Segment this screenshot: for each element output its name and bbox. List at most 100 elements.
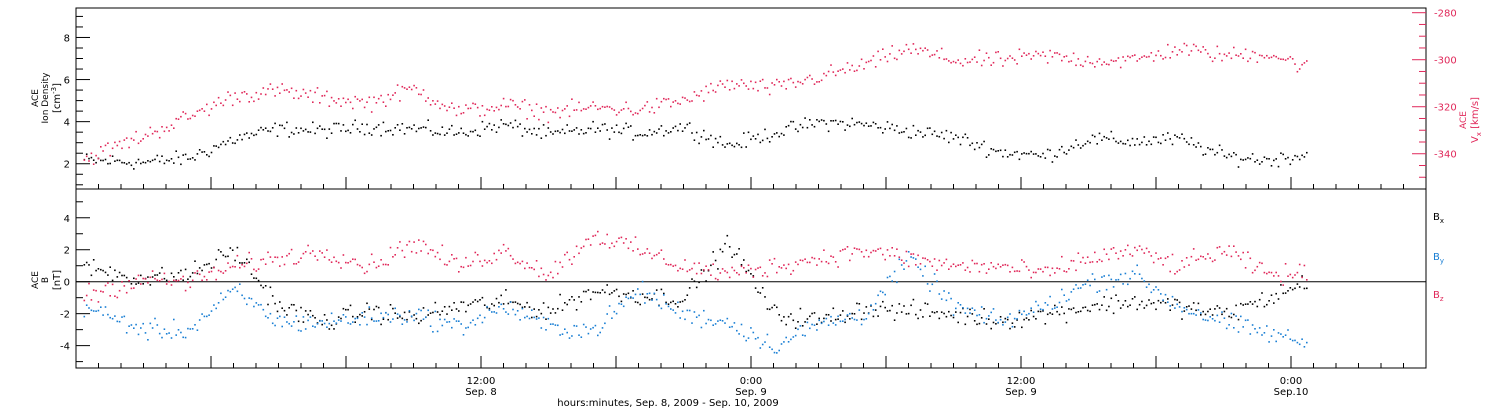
density-point [554, 130, 557, 133]
bz-point [130, 287, 133, 290]
density-point [693, 139, 696, 141]
by-point [1211, 318, 1214, 320]
density-point [627, 126, 630, 128]
by-point [1190, 312, 1193, 315]
bx-point [1124, 300, 1127, 302]
by-point [620, 303, 623, 305]
vx-point [538, 118, 540, 121]
bz-point [973, 262, 976, 265]
bz-point [420, 250, 422, 252]
density-point [884, 128, 886, 130]
by-point [1101, 276, 1103, 278]
bz-point [260, 258, 262, 261]
bx-point [780, 319, 783, 322]
by-point [130, 324, 133, 326]
by-point [257, 304, 260, 306]
vx-point [568, 115, 571, 118]
by-point [377, 320, 380, 322]
by-point [297, 329, 300, 332]
density-point [842, 121, 844, 123]
density-point [973, 148, 976, 151]
density-point [811, 124, 813, 126]
by-point [818, 319, 820, 322]
bx-point [917, 317, 919, 320]
bz-point [630, 241, 632, 243]
vx-point [797, 80, 799, 83]
by-point [144, 332, 147, 334]
density-point [747, 131, 750, 134]
density-point [95, 161, 97, 164]
by-point [874, 302, 877, 305]
by-point [566, 331, 568, 334]
by-point [632, 297, 634, 299]
vx-point [1287, 57, 1289, 60]
density-point [1044, 157, 1047, 159]
by-point [187, 327, 189, 330]
bx-point [248, 261, 250, 264]
bz-point [349, 260, 352, 263]
bz-point [604, 243, 606, 245]
density-point [818, 120, 820, 123]
vx-point [1301, 63, 1303, 66]
vx-point [801, 83, 804, 85]
by-point [526, 315, 528, 318]
vx-point [467, 107, 469, 110]
bz-point [816, 264, 818, 266]
density-point [719, 135, 722, 138]
bx-point [776, 306, 778, 309]
vx-point [462, 112, 465, 114]
by-point [677, 301, 679, 304]
vx-point [832, 71, 835, 73]
bx-point [135, 283, 137, 285]
vx-point [1167, 43, 1169, 46]
by-point [1188, 312, 1190, 315]
bx-point [698, 281, 700, 284]
bz-point [738, 273, 740, 276]
by-point [213, 304, 215, 306]
by-point [439, 318, 441, 321]
bz-point [1141, 248, 1143, 251]
vx-point [606, 105, 608, 108]
by-point [182, 336, 184, 339]
bx-point [1042, 310, 1044, 312]
by-point [118, 320, 121, 323]
bx-point [597, 291, 599, 294]
density-point [1101, 139, 1103, 141]
by-point [1178, 306, 1181, 308]
bx-point [95, 269, 97, 272]
vx-point [151, 132, 154, 135]
bx-point [151, 276, 154, 278]
bx-point [948, 310, 950, 313]
density-point [340, 130, 342, 132]
density-point [910, 137, 912, 139]
bz-point [1200, 255, 1202, 258]
density-point [1061, 145, 1063, 148]
density-point [955, 134, 957, 136]
by-point [879, 290, 882, 293]
bx-point [856, 302, 858, 305]
vx-point [356, 98, 359, 100]
bz-point [347, 262, 349, 264]
by-point [316, 323, 319, 325]
bz-point [1169, 270, 1171, 273]
bx-point [1091, 304, 1094, 306]
vx-point [495, 106, 498, 109]
bx-point [905, 313, 908, 315]
density-point [1004, 149, 1007, 151]
bz-point [382, 263, 385, 266]
bx-point [170, 272, 173, 275]
bx-point [1025, 317, 1028, 319]
bx-point [1002, 321, 1004, 324]
density-point [575, 127, 578, 129]
by-point [995, 319, 997, 321]
bz-point [853, 247, 856, 249]
bx-point [957, 321, 959, 324]
vx-point [1261, 54, 1263, 57]
bz-point [243, 265, 246, 268]
bz-point [1028, 269, 1030, 271]
vx-point [309, 89, 312, 92]
bz-point [262, 258, 265, 260]
bx-point [740, 264, 743, 266]
by-point [476, 317, 479, 320]
bx-point [1294, 287, 1296, 290]
